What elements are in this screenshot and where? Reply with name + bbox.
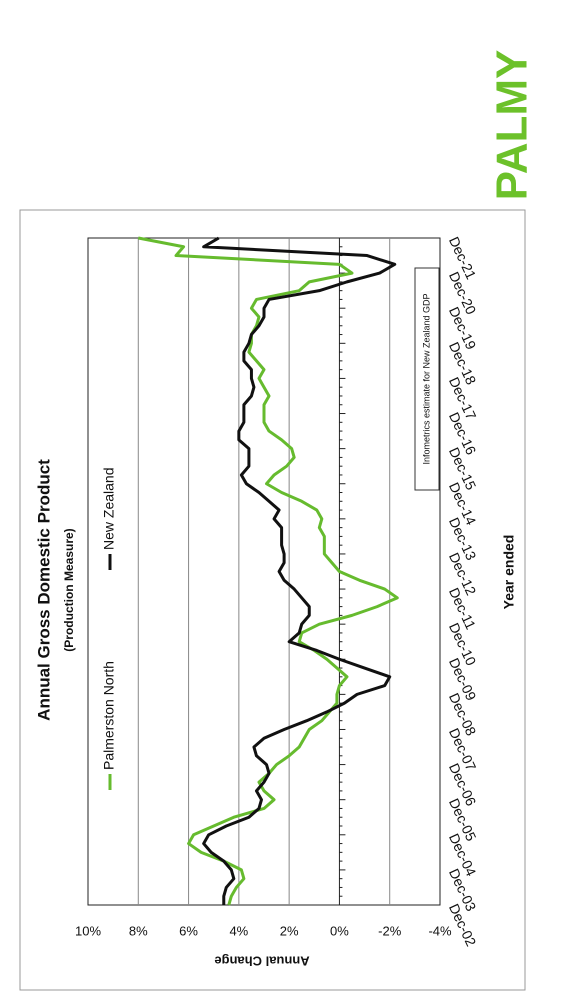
annotation-box bbox=[414, 267, 440, 491]
series-line bbox=[202, 236, 397, 905]
y-tick-label: 2% bbox=[280, 923, 299, 938]
legend-label: Palmerston North bbox=[101, 661, 117, 770]
y-tick-label: 6% bbox=[179, 923, 198, 938]
y-tick-label: -2% bbox=[378, 923, 402, 938]
annotation: Infometrics estimate for New Zealand GDP bbox=[421, 293, 431, 464]
x-axis-title: Year ended bbox=[501, 535, 517, 610]
y-tick-label: 0% bbox=[330, 923, 349, 938]
y-tick-label: 4% bbox=[229, 923, 248, 938]
chart-frame bbox=[19, 209, 526, 991]
y-tick-label: 10% bbox=[75, 923, 101, 938]
y-axis-title: Annual Change bbox=[214, 954, 309, 969]
chart-subtitle: (Production Measure) bbox=[62, 528, 76, 651]
chart-title: Annual Gross Domestic Product bbox=[34, 459, 53, 721]
plot-area bbox=[87, 237, 441, 906]
y-tick-label: 8% bbox=[129, 923, 148, 938]
legend-label: New Zealand bbox=[101, 468, 117, 551]
series-line bbox=[138, 236, 399, 906]
logo: PALMY bbox=[488, 50, 537, 201]
y-tick-label: -4% bbox=[428, 923, 452, 938]
